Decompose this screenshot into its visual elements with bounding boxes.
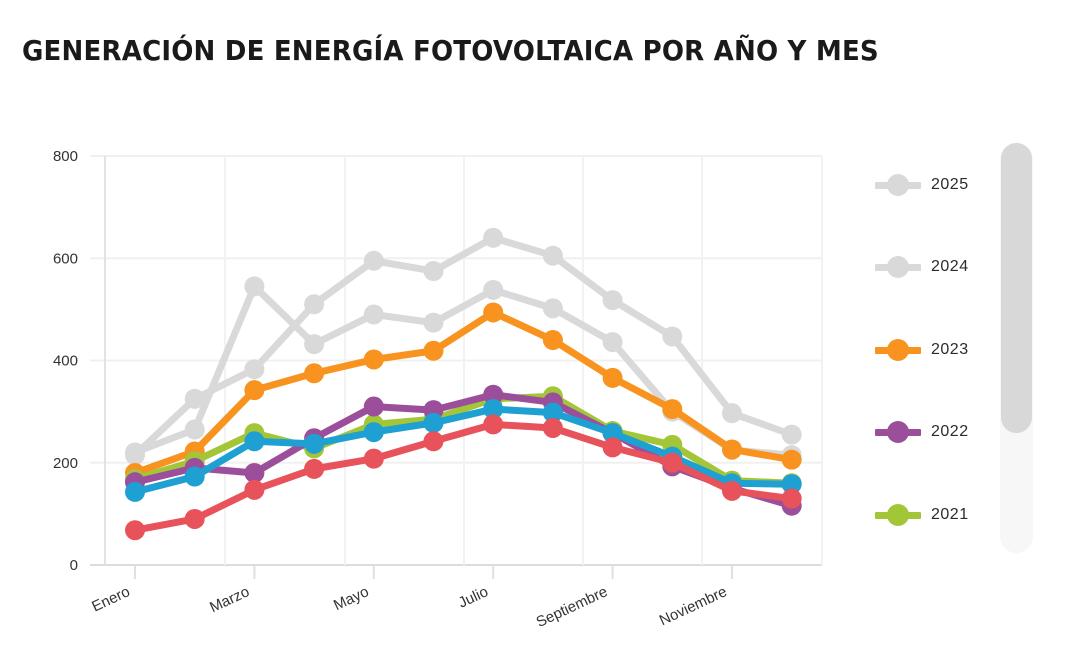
x-tick-label: Septiembre (534, 583, 611, 631)
legend-marker-icon (875, 417, 921, 447)
data-point-2025 (542, 245, 563, 266)
data-point-2023 (304, 363, 325, 384)
x-tick-label: Marzo (207, 583, 252, 616)
x-tick-label: Mayo (331, 583, 371, 614)
data-point-2019 (542, 417, 563, 438)
data-point-2023 (483, 302, 504, 323)
x-tick-label: Enero (89, 583, 132, 615)
data-point-2019 (662, 452, 683, 473)
series-layer (125, 227, 802, 541)
data-point-2025 (363, 250, 384, 271)
data-point-2025 (244, 359, 265, 380)
data-point-2019 (423, 431, 444, 452)
data-point-2019 (602, 437, 623, 458)
series-line-2019 (131, 420, 796, 534)
data-point-2020 (244, 431, 265, 452)
legend-marker-icon (875, 335, 921, 365)
data-point-2020 (304, 433, 325, 454)
x-tick-label: Julio (456, 583, 491, 611)
legend-scrollbar-thumb[interactable] (1001, 143, 1032, 433)
legend-item-3[interactable]: 2022 (875, 417, 985, 447)
data-point-2020 (363, 422, 384, 443)
data-point-2024 (423, 312, 444, 333)
y-tick-label: 800 (53, 148, 78, 165)
legend-label: 2024 (931, 258, 969, 275)
data-point-2020 (602, 423, 623, 444)
legend-item-2[interactable]: 2023 (875, 335, 985, 365)
legend-marker-icon (875, 252, 921, 282)
data-point-2019 (722, 480, 742, 501)
data-point-2024 (542, 298, 563, 319)
data-point-2019 (483, 414, 504, 435)
data-point-2023 (722, 439, 742, 460)
data-point-2023 (363, 349, 384, 370)
data-point-2025 (662, 326, 683, 347)
data-point-2019 (304, 458, 325, 479)
data-point-2025 (184, 388, 205, 409)
legend-marker-icon (875, 170, 921, 200)
data-point-2023 (542, 330, 563, 351)
data-point-2023 (244, 380, 265, 401)
series-line-2025 (131, 234, 796, 459)
legend-label: 2023 (931, 341, 969, 358)
series-line-2020 (131, 405, 796, 496)
legend-item-4[interactable]: 2021 (875, 500, 985, 530)
legend-marker-icon (875, 500, 921, 530)
data-point-2019 (125, 520, 145, 541)
grid (90, 155, 823, 566)
data-point-2019 (184, 508, 205, 529)
data-point-2024 (483, 279, 504, 300)
data-point-2022 (244, 462, 265, 483)
data-point-2024 (184, 419, 205, 440)
data-point-2024 (125, 442, 145, 463)
data-point-2025 (781, 424, 802, 445)
data-point-2025 (304, 294, 325, 315)
data-point-2024 (602, 332, 623, 353)
data-point-2025 (602, 290, 623, 311)
data-point-2024 (363, 304, 384, 325)
y-tick-label: 400 (53, 353, 78, 370)
data-point-2025 (722, 403, 742, 424)
series-line-2023 (131, 308, 796, 477)
data-point-2019 (244, 479, 265, 500)
x-tick-label: Noviembre (657, 583, 730, 629)
legend-label: 2025 (931, 176, 969, 193)
series-line-2021 (131, 392, 796, 487)
series-2020 (125, 399, 802, 502)
data-point-2020 (184, 466, 205, 487)
legend-item-0[interactable]: 2025 (875, 170, 985, 200)
data-point-2024 (244, 276, 265, 297)
data-point-2023 (602, 367, 623, 388)
data-point-2020 (542, 402, 563, 423)
data-point-2023 (662, 399, 683, 420)
legend-item-1[interactable]: 2024 (875, 252, 985, 282)
series-2019 (125, 414, 802, 541)
data-point-2022 (483, 384, 504, 405)
legend-label: 2022 (931, 423, 969, 440)
legend-label: 2021 (931, 506, 969, 523)
data-point-2025 (423, 261, 444, 282)
data-point-2020 (483, 399, 504, 420)
data-point-2024 (304, 334, 325, 355)
data-point-2023 (423, 340, 444, 361)
data-point-2020 (781, 474, 802, 495)
chart-title: GENERACIÓN DE ENERGÍA FOTOVOLTAICA POR A… (22, 34, 879, 67)
y-tick-label: 200 (53, 455, 78, 472)
data-point-2020 (125, 481, 145, 502)
data-point-2019 (781, 488, 802, 509)
data-point-2019 (363, 448, 384, 469)
y-tick-label: 600 (53, 250, 78, 267)
y-tick-label: 0 (70, 557, 78, 574)
data-point-2020 (423, 412, 444, 433)
data-point-2022 (363, 396, 384, 417)
series-2025 (125, 227, 802, 466)
data-point-2025 (483, 227, 504, 248)
data-point-2023 (781, 449, 802, 470)
